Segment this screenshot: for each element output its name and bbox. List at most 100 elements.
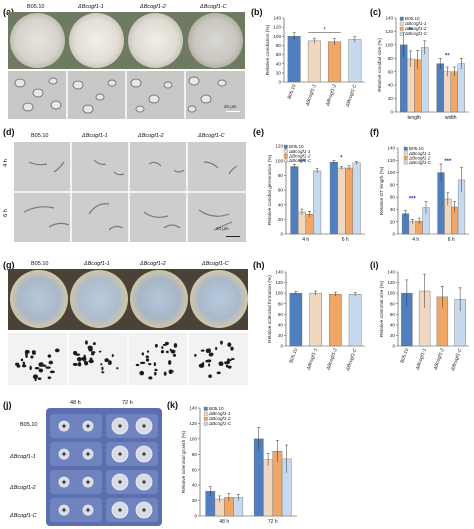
sclerotium-dot bbox=[92, 342, 96, 346]
chart-c: 0 20 40 60 80 100 120 140 Relative conidial size… bbox=[377, 16, 469, 121]
growth-plate bbox=[50, 442, 102, 466]
sclerotium-dot bbox=[72, 362, 78, 367]
sclerotium-dot bbox=[160, 350, 165, 354]
significance-mark: ** bbox=[408, 28, 413, 34]
panel-label-i: (i) bbox=[370, 260, 379, 270]
y-tick-label: 120 bbox=[385, 29, 393, 34]
bar-f-1-0 bbox=[437, 172, 445, 235]
sclerotium-core bbox=[142, 508, 146, 512]
sclerotium-dot bbox=[38, 362, 44, 367]
sclerotium-dot bbox=[205, 348, 210, 354]
sclerotium-dot bbox=[205, 359, 211, 363]
y-tick-label: 80 bbox=[388, 56, 394, 61]
y-tick-label: 80 bbox=[390, 182, 396, 187]
legend-label: B05.10 bbox=[409, 146, 424, 151]
x-tick-label: B05.10 bbox=[288, 347, 299, 364]
sclerotium-dot bbox=[111, 353, 114, 358]
sclerotium-core bbox=[62, 480, 66, 484]
sclerotium-core bbox=[86, 480, 90, 484]
y-tick-label: 0 bbox=[278, 80, 281, 85]
strain-label-j-3: ΔBcogf1-C bbox=[10, 513, 37, 519]
legend-label: ΔBcogf1-2 bbox=[404, 26, 427, 31]
sclerotium-dot bbox=[88, 347, 93, 352]
y-tick-label: 100 bbox=[385, 42, 393, 47]
colony-plate-1 bbox=[69, 13, 124, 68]
sclerotia-plate-b0510 bbox=[10, 270, 68, 328]
row-label-6h: 6 h bbox=[2, 209, 9, 217]
y-tick-label: 0 bbox=[280, 344, 283, 349]
legend-label: ΔBcogf1-C bbox=[408, 160, 432, 165]
panel-label-c: (c) bbox=[370, 7, 381, 17]
bar-h-1 bbox=[309, 292, 322, 347]
y-tick-label: 60 bbox=[192, 467, 198, 472]
x-tick-label: 6 h bbox=[448, 237, 455, 243]
bar-e-1-3 bbox=[352, 162, 361, 235]
sclerotium-dot bbox=[101, 366, 104, 371]
conidia-cells bbox=[14, 71, 227, 119]
legend-swatch bbox=[403, 156, 408, 160]
y-axis-title: Relative sclerotial growth (%) bbox=[181, 431, 187, 494]
bar-k-1-1 bbox=[263, 459, 273, 517]
sclerotium-dot bbox=[208, 352, 214, 357]
scale-bar-d bbox=[226, 236, 240, 237]
strain-label-a-0: B05.10 bbox=[27, 4, 45, 10]
strain-label-g-2: ΔBcogf1-2 bbox=[140, 261, 166, 267]
sclerotium-dot bbox=[140, 361, 146, 365]
sclerotium-core bbox=[142, 480, 146, 484]
bar-e-1-0 bbox=[329, 161, 338, 235]
y-tick-label: 60 bbox=[388, 69, 394, 74]
strain-label-g-0: B05.10 bbox=[31, 261, 49, 267]
panel-label-f: (f) bbox=[370, 127, 379, 137]
sclerotium-dot bbox=[168, 369, 173, 375]
sclerotium-dot bbox=[173, 343, 178, 348]
y-axis-title: Relative sclerotial size (%) bbox=[379, 280, 385, 337]
sclerotium-dot bbox=[172, 353, 177, 357]
strain-label-j-0: B05.10 bbox=[20, 422, 38, 428]
legend-swatch bbox=[203, 421, 208, 426]
sclerotium-dot bbox=[37, 377, 42, 381]
y-tick-label: 60 bbox=[278, 188, 284, 193]
sclerotium-dot bbox=[148, 363, 152, 366]
y-tick-label: 80 bbox=[390, 301, 396, 306]
growth-plate bbox=[50, 470, 102, 494]
legend-swatch bbox=[283, 144, 288, 149]
sclerotium-dot bbox=[84, 360, 89, 366]
x-tick-label: ΔBcogf1-2 bbox=[432, 347, 446, 371]
significance-mark: *** bbox=[444, 159, 452, 165]
row-label-4h: 4 h bbox=[2, 159, 9, 167]
x-tick-label: length bbox=[407, 115, 421, 121]
y-tick-label: 40 bbox=[388, 83, 394, 88]
legend-label: ΔBcogf1-C bbox=[288, 158, 312, 163]
y-tick-label: 140 bbox=[385, 16, 393, 21]
time-label-48h: 48 h bbox=[70, 400, 81, 406]
sclerotium-dot bbox=[154, 368, 158, 372]
sclerotial-growth-photos bbox=[46, 408, 162, 526]
legend-swatch bbox=[403, 146, 408, 151]
bar-k-1-0 bbox=[253, 438, 264, 517]
significance-mark: * bbox=[340, 156, 343, 162]
sclerotia-silhouette-strip bbox=[8, 333, 248, 385]
y-tick-label: 100 bbox=[275, 158, 283, 163]
sclerotium-core bbox=[62, 452, 66, 456]
legend-swatch bbox=[399, 26, 404, 31]
x-tick-label: 72 h bbox=[268, 519, 278, 525]
legend-swatch bbox=[203, 411, 208, 416]
sclerotium-dot bbox=[21, 364, 27, 368]
x-tick-label: ΔBcogf1-1 bbox=[304, 83, 318, 107]
x-tick-label: ΔBcogf1-1 bbox=[305, 347, 319, 371]
x-tick-label: ΔBcogf1-C bbox=[345, 347, 359, 372]
y-axis-title: Relative conidial germination (%) bbox=[267, 155, 273, 226]
sclerotium-dot bbox=[170, 349, 176, 354]
sclerotium-dot bbox=[20, 358, 24, 362]
strain-label-g-3: ΔBcogf1-C bbox=[202, 261, 229, 267]
y-tick-label: 0 bbox=[280, 232, 283, 237]
sclerotium-dot bbox=[161, 346, 164, 349]
y-tick-label: 80 bbox=[192, 452, 198, 457]
sclerotium-dot bbox=[165, 350, 169, 354]
bar-c-1-2 bbox=[450, 71, 458, 113]
y-tick-label: 0 bbox=[390, 110, 393, 115]
scale-text-a: 20 μm bbox=[224, 104, 237, 109]
strain-label-a-3: ΔBcogf1-C bbox=[200, 4, 227, 10]
colony-plate-c bbox=[188, 13, 243, 68]
